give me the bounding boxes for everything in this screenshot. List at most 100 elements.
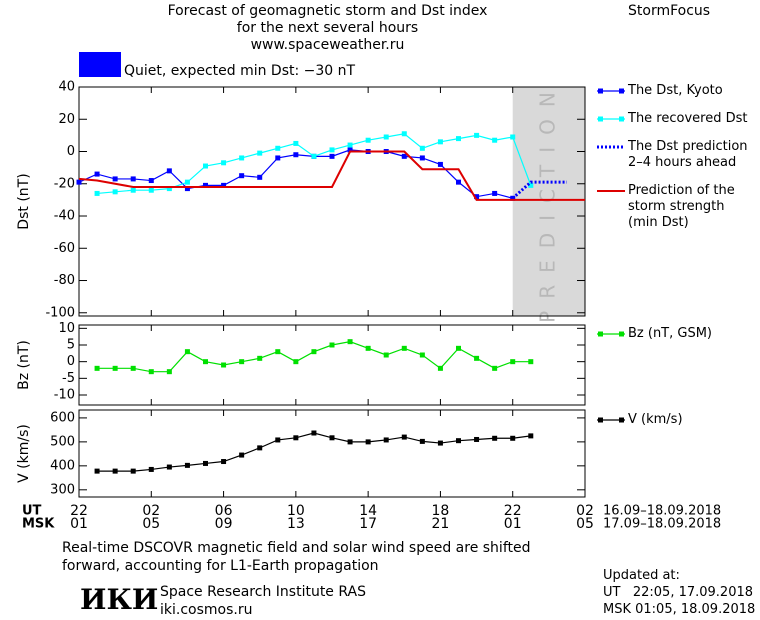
data-point (419, 155, 425, 161)
y-tick-label: 0 (67, 144, 75, 159)
data-point (130, 468, 136, 474)
data-point (221, 160, 227, 166)
legend-label: V (km/s) (628, 412, 683, 427)
data-point (257, 355, 263, 361)
y-tick-label: 10 (58, 321, 75, 336)
data-point (492, 365, 498, 371)
legend-label: Bz (nT, GSM) (628, 326, 713, 341)
data-point (474, 132, 480, 138)
data-point (293, 359, 299, 365)
data-point (329, 342, 335, 348)
y-tick-label: -100 (45, 305, 75, 320)
footnote: Real-time DSCOVR magnetic field and sola… (62, 540, 531, 574)
data-point (94, 468, 100, 474)
x2-tick-label: 17 (359, 516, 377, 532)
brand: StormFocus (628, 3, 711, 19)
series-line (97, 341, 531, 373)
updated-title: Updated at: (603, 568, 680, 583)
data-point (311, 153, 317, 159)
data-point (94, 171, 100, 177)
y-tick-label: -20 (54, 176, 75, 191)
x2-tick-label: 05 (142, 516, 160, 532)
data-point (275, 155, 281, 161)
data-point (456, 345, 461, 351)
data-point (257, 150, 263, 156)
legend-marker (598, 331, 603, 337)
legend-marker (619, 116, 624, 122)
legend-marker (598, 116, 603, 122)
x-tick-label: 02 (142, 503, 160, 519)
y-tick-label: 300 (50, 482, 75, 497)
x-axis-label: UT (22, 504, 42, 519)
data-point (437, 161, 443, 167)
y-tick-label: -5 (62, 371, 75, 386)
data-point (383, 134, 389, 140)
data-point (112, 176, 118, 182)
x2-tick-label: 01 (70, 516, 88, 532)
legend-marker (619, 417, 624, 423)
data-point (112, 365, 118, 371)
x2-tick-label: 09 (215, 516, 233, 532)
y-tick-label: 40 (58, 80, 75, 95)
x-tick-label: 14 (359, 503, 377, 519)
data-point (166, 464, 172, 470)
data-point (275, 349, 281, 355)
data-point (419, 145, 425, 151)
data-point (456, 136, 461, 142)
status-swatch (79, 52, 121, 77)
x-tick-label: 22 (70, 503, 88, 519)
data-point (239, 173, 245, 179)
data-point (311, 430, 317, 436)
data-point (203, 163, 208, 169)
data-point (437, 365, 443, 371)
site: iki.cosmos.ru (160, 602, 253, 618)
updated-ut: UT 22:05, 17.09.2018 (603, 585, 754, 600)
x2-axis-label: MSK (22, 517, 55, 532)
data-point (148, 369, 154, 375)
data-point (510, 359, 516, 365)
data-point (383, 352, 389, 358)
data-point (94, 190, 100, 196)
data-point (474, 355, 480, 361)
chart-title: Forecast of geomagnetic storm and Dst in… (167, 3, 488, 53)
legend-label: The Dst, Kyoto (628, 83, 723, 98)
data-point (347, 142, 353, 148)
data-point (203, 359, 208, 365)
data-point (401, 345, 407, 351)
data-point (510, 435, 516, 441)
data-point (456, 438, 461, 444)
y-axis-label: V (km/s) (16, 424, 32, 483)
y-axis-label: Bz (nT) (16, 340, 32, 390)
x-dates: 16.09–18.09.2018 (603, 504, 721, 519)
data-point (419, 352, 425, 358)
x2-dates: 17.09–18.09.2018 (603, 517, 721, 532)
data-point (257, 174, 263, 180)
prediction-band (512, 87, 585, 316)
updated-msk: MSK 01:05, 18.09.2018 (603, 602, 756, 617)
prediction-label: PREDICTION (535, 80, 559, 323)
data-point (166, 369, 172, 375)
data-point (275, 437, 281, 443)
data-point (456, 179, 461, 185)
y-tick-label: -10 (54, 388, 75, 403)
data-point (365, 345, 371, 351)
data-point (184, 349, 190, 355)
data-point (419, 438, 425, 444)
data-point (148, 178, 154, 184)
series-line (97, 432, 531, 472)
data-point (76, 179, 82, 185)
logo: ИКИ (80, 583, 159, 616)
plot-frame (78, 324, 586, 406)
series-line (511, 180, 567, 200)
legend-label: Prediction of the storm strength (min Ds… (628, 183, 735, 230)
data-point (311, 349, 317, 355)
data-point (148, 187, 154, 193)
data-point (293, 140, 299, 146)
y-tick-label: -40 (54, 209, 75, 224)
data-point (221, 459, 227, 465)
plot-frame (78, 409, 586, 498)
legend-label: The Dst prediction 2–4 hours ahead (628, 139, 748, 170)
status-text: Quiet, expected min Dst: −30 nT (124, 63, 356, 79)
legend-label: The recovered Dst (628, 111, 748, 126)
y-tick-label: 5 (67, 338, 75, 353)
